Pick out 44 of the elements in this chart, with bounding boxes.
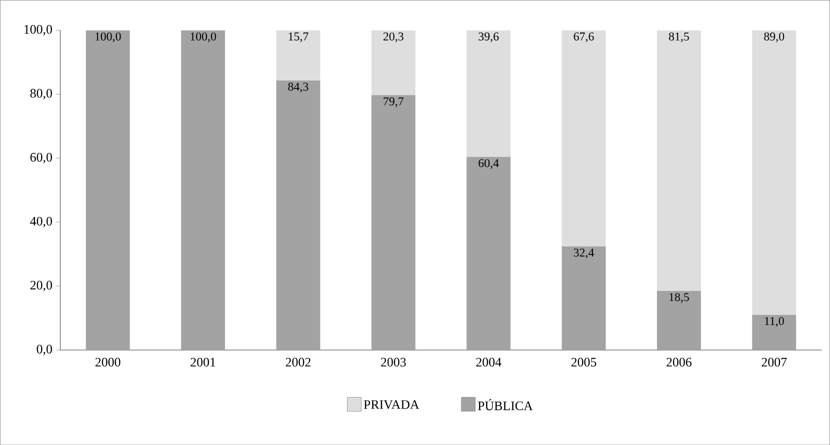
data-label: 100,0 — [95, 32, 121, 42]
legend-label: PÚBLICA — [478, 398, 533, 410]
x-tick-label: 2007 — [762, 358, 787, 366]
x-tick-label: 2003 — [381, 358, 406, 366]
bar — [371, 30, 416, 96]
bar — [752, 30, 796, 315]
y-tick-label: 40,0 — [30, 216, 52, 228]
data-label: 20,3 — [383, 32, 404, 42]
y-tick-label: 20,0 — [30, 280, 52, 292]
bar — [276, 80, 320, 350]
bar — [656, 290, 701, 350]
y-tick-label: 80,0 — [30, 88, 52, 100]
data-label: 18,5 — [670, 292, 689, 303]
data-label: 100,0 — [190, 32, 216, 42]
data-label: 15,7 — [288, 32, 308, 42]
bar — [371, 95, 416, 350]
data-label: 79,7 — [384, 97, 404, 107]
data-label: 60,4 — [478, 158, 499, 169]
data-label: 32,4 — [574, 248, 594, 258]
data-label: 84,3 — [288, 82, 308, 92]
bar — [466, 30, 511, 157]
bar — [656, 30, 701, 291]
y-tick-label: 100,0 — [24, 24, 52, 36]
bar — [466, 156, 511, 350]
x-tick-label: 2004 — [476, 358, 502, 366]
bar — [181, 30, 226, 350]
x-tick-label: 2002 — [286, 358, 310, 366]
data-label: 39,6 — [478, 32, 499, 42]
bar — [86, 30, 130, 350]
x-tick-label: 2005 — [571, 358, 596, 366]
data-label: 11,0 — [764, 316, 784, 327]
data-label: 67,6 — [574, 32, 594, 42]
x-tick-label: 2001 — [190, 358, 216, 366]
x-tick-label: 2000 — [95, 358, 120, 366]
y-tick-label: 0,0 — [36, 344, 52, 356]
y-tick-label: 60,0 — [30, 152, 52, 164]
x-tick-label: 2006 — [666, 358, 692, 366]
data-label: 89,0 — [764, 32, 784, 42]
data-label: 81,5 — [668, 32, 689, 42]
bar — [276, 30, 320, 80]
legend-label: PRIVADA — [364, 400, 420, 409]
bar — [752, 314, 796, 350]
bar — [562, 246, 606, 350]
bar — [562, 30, 606, 246]
